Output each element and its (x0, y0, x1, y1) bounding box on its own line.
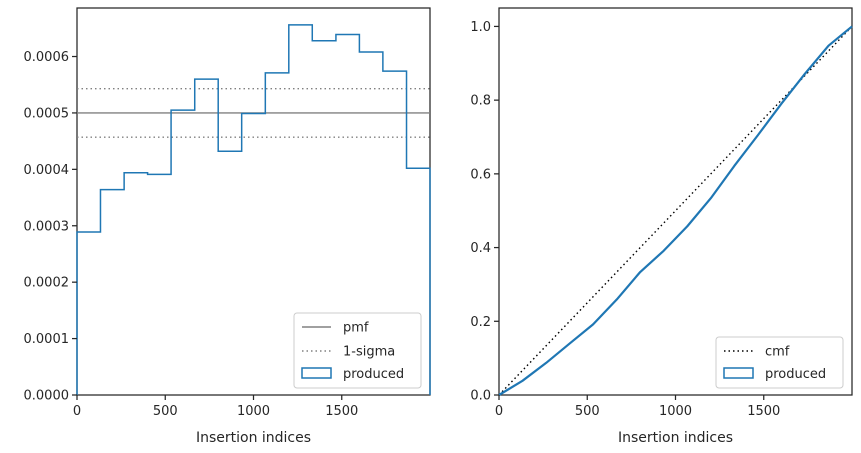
left-plot-marks (76, 24, 431, 395)
right-y-tick-label: 0.2 (470, 315, 491, 330)
legend-produced-swatch (301, 367, 332, 379)
right-x-tick-label: 1000 (659, 404, 692, 419)
right-legend-box (715, 336, 844, 389)
left-y-tick-label: 0.0000 (24, 389, 70, 404)
produced-cdf-line (498, 25, 853, 396)
legend-produced-cdf-label: produced (765, 367, 826, 382)
left-x-tick-label: 500 (153, 404, 178, 419)
right-x-tick-label: 0 (495, 404, 503, 419)
legend-cmf-label: cmf (765, 345, 790, 360)
produced-histogram-step (76, 24, 431, 395)
right-panel: 0 500 1000 1500 0.0 0.2 0.4 0.6 0.8 1.0 Insertion… (470, 7, 853, 446)
right-y-tick-label: 1.0 (470, 20, 491, 35)
left-x-tick-label: 1000 (237, 404, 270, 419)
right-y-tick-label: 0.4 (470, 241, 491, 256)
left-y-tick-label: 0.0001 (24, 332, 70, 347)
left-x-tick-label: 0 (73, 404, 81, 419)
legend-produced-label: produced (343, 367, 404, 382)
right-x-tick-label: 1500 (747, 404, 780, 419)
right-y-tick-label: 0.8 (470, 94, 491, 109)
left-axis-ticks: 0 500 1000 1500 0.0000 0.0001 0.0002 0.0003 0.00… (24, 50, 359, 419)
left-y-tick-label: 0.0006 (24, 50, 70, 65)
legend-sigma-label: 1-sigma (343, 345, 395, 360)
right-axis-ticks: 0 500 1000 1500 0.0 0.2 0.4 0.6 0.8 1.0 (470, 20, 780, 419)
left-y-tick-label: 0.0004 (24, 163, 70, 178)
right-x-tick-label: 500 (575, 404, 600, 419)
left-x-axis-label: Insertion indices (196, 430, 311, 446)
right-x-axis-label: Insertion indices (618, 430, 733, 446)
left-legend-box (293, 312, 422, 389)
left-legend: pmf 1-sigma produced (293, 312, 422, 389)
legend-pmf-label: pmf (343, 321, 369, 336)
right-legend: cmf produced (715, 336, 844, 389)
left-y-tick-label: 0.0005 (24, 106, 70, 121)
left-panel: 0 500 1000 1500 0.0000 0.0001 0.0002 0.0003 0.00… (24, 7, 431, 446)
left-y-tick-label: 0.0003 (24, 219, 70, 234)
left-y-tick-label: 0.0002 (24, 276, 70, 291)
legend-produced-cdf-swatch (723, 367, 754, 379)
right-y-tick-label: 0.6 (470, 167, 491, 182)
right-plot-marks (498, 25, 853, 396)
left-x-tick-label: 1500 (325, 404, 358, 419)
right-y-tick-label: 0.0 (470, 389, 491, 404)
